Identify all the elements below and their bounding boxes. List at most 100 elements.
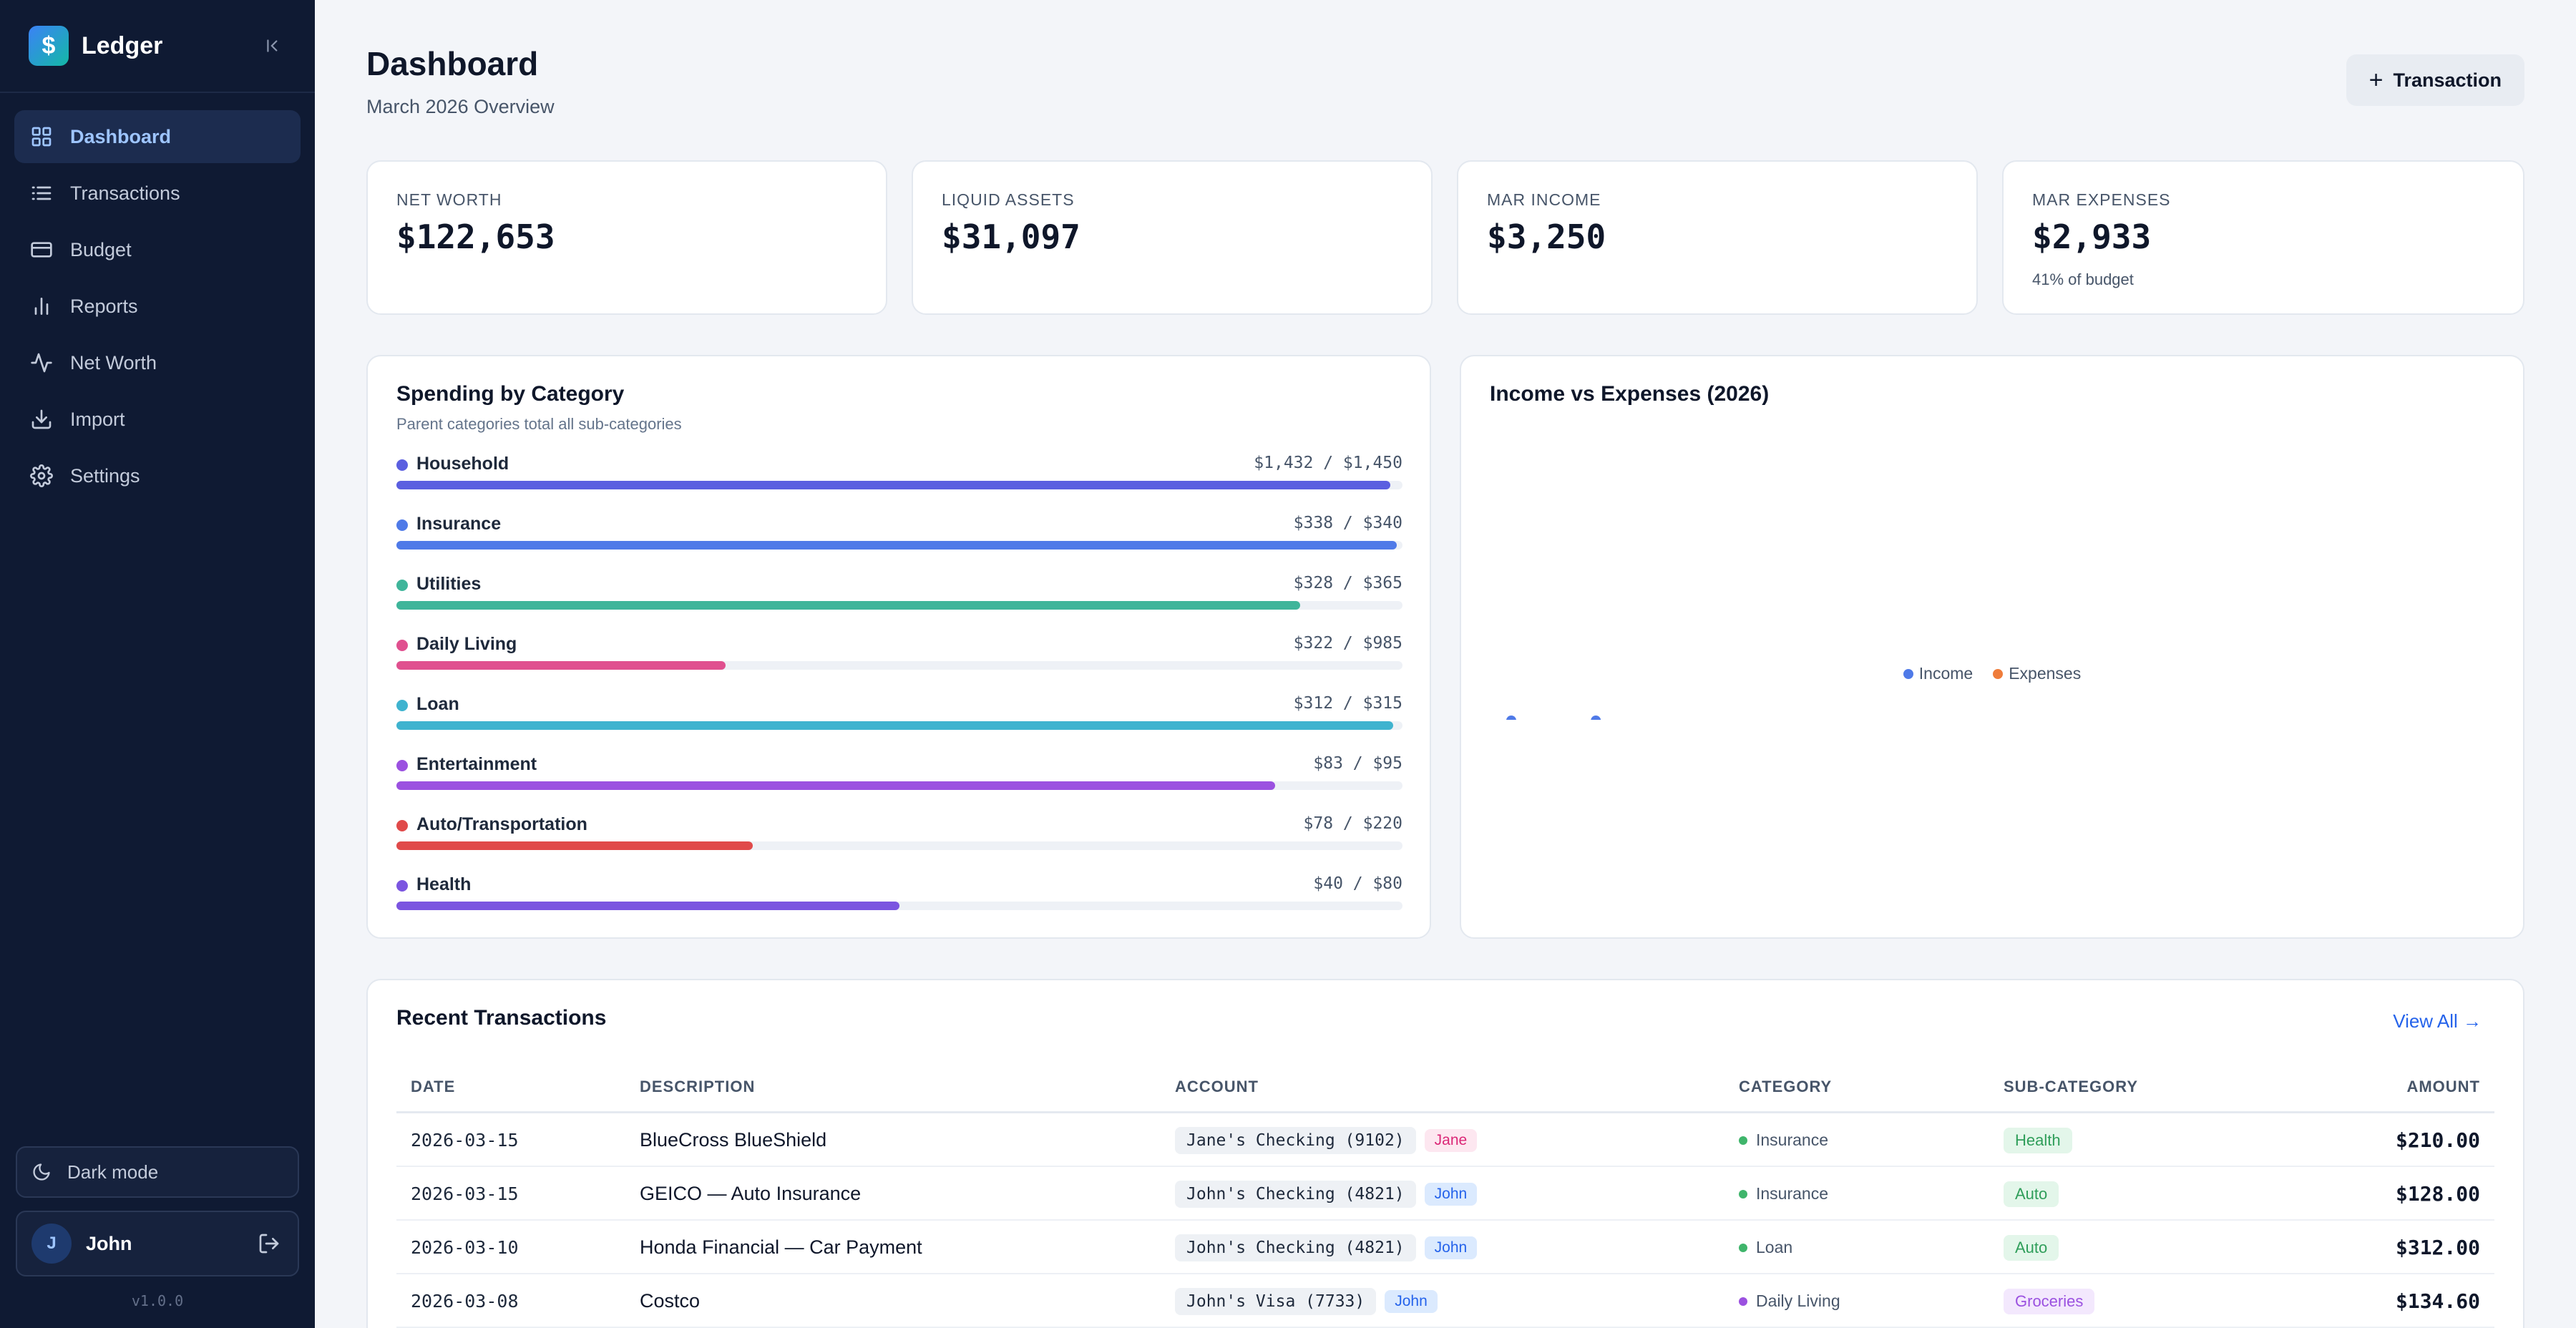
chart-legend: Income Expenses [1461,664,2523,683]
logo-icon: $ [29,26,69,66]
legend-item-income[interactable]: Income [1903,664,1973,683]
stat-label: NET WORTH [396,190,502,209]
stat-label: MAR INCOME [1487,190,1601,209]
category-name: Auto/Transportation [416,814,587,834]
category-progress-fill [396,841,753,850]
category-dot [396,760,408,771]
stat-note: 41% of budget [2032,270,2134,288]
table-row[interactable]: 2026-03-10 Honda Financial — Car Payment J… [396,1221,2494,1274]
sidebar-header: $ Ledger [0,0,315,93]
category-label: Loan [1756,1238,1793,1256]
table-header: DATE DESCRIPTION ACCOUNT CATEGORY SUB-CA… [396,1060,2494,1113]
category-row[interactable]: Household $1,432 / $1,450 [396,451,1402,501]
dark-mode-label: Dark mode [67,1161,159,1183]
category-name: Household [416,454,509,474]
category-progress-fill [396,781,1276,790]
activity-icon [29,350,54,376]
category-row[interactable]: Daily Living $322 / $985 [396,631,1402,681]
category-dot [396,820,408,831]
cell-date: 2026-03-15 [411,1183,519,1204]
column-header-sub-category[interactable]: SUB-CATEGORY [2004,1078,2138,1095]
transactions-table: DATE DESCRIPTION ACCOUNT CATEGORY SUB-CA… [396,1060,2494,1328]
income-expenses-card: Income vs Expenses (2026) JanFebMarAprMa… [1460,355,2524,939]
sidebar-item-label: Dashboard [70,125,172,147]
category-row[interactable]: Loan $312 / $315 [396,691,1402,741]
gear-icon [29,463,54,489]
cell-sub-category: Auto [2004,1221,2059,1274]
avatar: J [31,1224,72,1264]
legend-item-expenses[interactable]: Expenses [1993,664,2081,683]
category-dot [1739,1243,1747,1252]
category-name: Health [416,874,472,894]
category-label: Insurance [1756,1131,1829,1149]
legend-swatch [1993,668,2004,679]
cell-description: GEICO — Auto Insurance [640,1183,862,1204]
logout-icon [259,1234,279,1254]
sidebar-item-label: Import [70,408,125,430]
table-row[interactable]: 2026-03-15 GEICO — Auto Insurance John's C… [396,1167,2494,1221]
sidebar-item-label: Reports [70,295,138,317]
account-pill: John's Visa (7733) [1175,1287,1377,1315]
owner-badge: Jane [1424,1128,1478,1152]
cell-sub-category: Auto [2004,1167,2059,1221]
sidebar-item-settings[interactable]: Settings [14,449,301,502]
view-all-link[interactable]: View All → [2393,1010,2482,1032]
app-version: v1.0.0 [131,1292,184,1309]
cell-category: Loan [1739,1221,1792,1274]
dark-mode-toggle[interactable]: Dark mode [16,1146,299,1198]
bar-income-jan[interactable] [1506,716,1516,720]
bar-income-feb[interactable] [1591,716,1601,720]
cell-account: John's Visa (7733) John [1175,1274,1438,1328]
column-header-amount[interactable]: AMOUNT [2406,1078,2480,1095]
legend-swatch [1903,668,1913,679]
download-icon [29,406,54,432]
main-content: Dashboard March 2026 Overview + Transact… [315,0,2576,1328]
add-transaction-button[interactable]: + Transaction [2346,54,2524,106]
table-row[interactable]: 2026-03-08 Costco John's Visa (7733) John Da… [396,1274,2494,1328]
column-header-description[interactable]: DESCRIPTION [640,1078,756,1095]
table-row[interactable]: 2026-03-15 BlueCross BlueShield Jane's Che… [396,1113,2494,1167]
stat-value: $2,933 [2032,218,2152,256]
category-dot [1739,1136,1747,1145]
category-name: Daily Living [416,634,517,654]
collapse-icon [267,39,278,52]
sidebar-item-net-worth[interactable]: Net Worth [14,336,301,389]
chart-title: Income vs Expenses (2026) [1490,382,1770,406]
category-row[interactable]: Insurance $338 / $340 [396,511,1402,561]
category-name: Insurance [416,514,502,534]
logout-button[interactable] [255,1229,283,1258]
category-row[interactable]: Entertainment $83 / $95 [396,751,1402,801]
grid-icon [29,124,54,150]
stat-card-liquid-assets: LIQUID ASSETS $31,097 [912,160,1433,315]
sidebar-footer: Dark mode J John v1.0.0 [16,1146,299,1328]
brand-name: Ledger [82,31,163,59]
category-progress-fill [396,721,1393,730]
plus-icon: + [2368,66,2384,94]
column-header-account[interactable]: ACCOUNT [1175,1078,1259,1095]
category-amount: $322 / $985 [1293,634,1402,653]
cell-sub-category: Health [2004,1113,2072,1167]
sidebar-item-label: Transactions [70,182,180,204]
column-header-category[interactable]: CATEGORY [1739,1078,1833,1095]
sidebar-item-transactions[interactable]: Transactions [14,167,301,220]
category-row[interactable]: Health $40 / $80 [396,872,1402,922]
list-icon [29,180,54,206]
category-progress-fill [396,541,1397,550]
add-transaction-label: Transaction [2393,69,2502,91]
category-progress-track [396,902,1402,910]
wallet-icon [29,237,54,263]
income-expenses-chart: JanFebMarAprMayJunJulAugSepOctNovDec [1506,716,1601,720]
collapse-sidebar-button[interactable] [260,33,286,59]
column-header-date[interactable]: DATE [411,1078,456,1095]
cell-description: BlueCross BlueShield [640,1129,827,1151]
sidebar-item-dashboard[interactable]: Dashboard [14,110,301,163]
category-row[interactable]: Utilities $328 / $365 [396,571,1402,621]
sidebar-item-import[interactable]: Import [14,393,301,446]
sidebar-item-budget[interactable]: Budget [14,223,301,276]
sidebar-item-reports[interactable]: Reports [14,280,301,333]
category-progress-fill [396,601,1301,610]
sidebar: $ Ledger Dashboard Transactions Budget [0,0,315,1328]
category-row[interactable]: Auto/Transportation $78 / $220 [396,811,1402,861]
stat-label: MAR EXPENSES [2032,190,2171,209]
card-title: Spending by Category [396,382,625,406]
